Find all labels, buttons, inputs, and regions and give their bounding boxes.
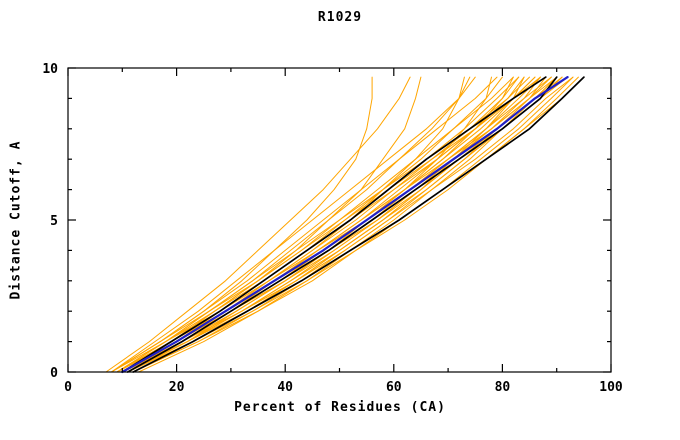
series-model-27 (138, 76, 558, 373)
y-tick-label: 10 (42, 62, 58, 77)
series-model-06 (116, 76, 471, 373)
series-model-34 (127, 76, 579, 373)
y-tick-label: 5 (50, 214, 58, 229)
series-model-03 (121, 76, 465, 373)
series-reference-black-1 (121, 76, 547, 373)
series-model-04 (105, 76, 411, 373)
y-tick-label: 0 (50, 366, 58, 381)
series-model-31 (121, 76, 574, 373)
x-tick-label: 100 (599, 380, 623, 395)
x-axis-label: Percent of Residues (CA) (234, 400, 446, 415)
x-tick-label: 80 (495, 380, 511, 395)
series-model-22 (116, 76, 541, 373)
series-model-08 (110, 76, 476, 373)
series-model-14 (110, 76, 498, 373)
series-model-21 (110, 76, 530, 373)
x-tick-label: 0 (64, 380, 72, 395)
chart-title: R1029 (317, 10, 363, 25)
x-tick-label: 20 (169, 380, 185, 395)
series-model-23 (121, 76, 552, 373)
series-best-model-blue (121, 75, 569, 374)
x-tick-label: 60 (386, 380, 402, 395)
series-reference-black-2 (126, 76, 558, 373)
x-tick-label: 40 (277, 380, 293, 395)
series-model-02 (116, 76, 422, 373)
series-reference-black-3 (132, 76, 585, 373)
